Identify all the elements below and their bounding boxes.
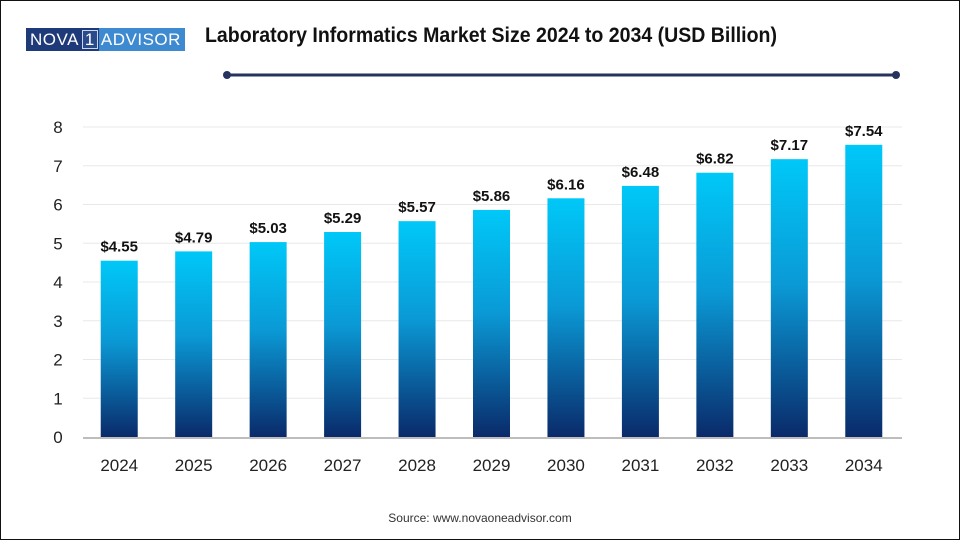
y-tick-label: 7 [53, 157, 62, 176]
x-tick-label: 2030 [547, 456, 585, 475]
y-tick-label: 1 [53, 389, 62, 408]
data-label-2031: $6.48 [622, 164, 660, 181]
title-underline [223, 71, 900, 79]
data-labels: $4.55 $4.79 $5.03 $5.29 $5.57 $5.86 $6.16 $6.48… [100, 123, 883, 256]
x-tick-label: 2026 [249, 456, 287, 475]
bar-2024 [100, 260, 138, 437]
x-tick-label: 2025 [175, 456, 213, 475]
bar-2027 [324, 232, 362, 437]
data-label-2026: $5.03 [249, 220, 287, 237]
underline-dot-right [892, 71, 900, 79]
x-axis-ticks: 2024 2025 2026 2027 2028 2029 2030 2031 2032 2033… [100, 456, 882, 475]
x-tick-label: 2027 [324, 456, 362, 475]
data-label-2024: $4.55 [100, 239, 138, 256]
logo-part-one: 1 [80, 28, 99, 51]
y-tick-label: 2 [53, 351, 62, 370]
bar-2028 [398, 221, 436, 437]
logo-part-one-text: 1 [81, 30, 98, 49]
bars [100, 144, 883, 437]
y-tick-label: 5 [53, 234, 62, 253]
x-tick-label: 2031 [621, 456, 659, 475]
y-tick-label: 6 [53, 196, 62, 215]
x-tick-label: 2028 [398, 456, 436, 475]
x-tick-label: 2024 [100, 456, 138, 475]
data-label-2032: $6.82 [696, 151, 734, 168]
y-tick-label: 3 [53, 312, 62, 331]
nova-one-advisor-logo: NOVA 1 ADVISOR [26, 28, 185, 51]
bar-2033 [770, 159, 808, 437]
bar-2026 [249, 242, 287, 437]
y-tick-label: 4 [53, 273, 62, 292]
bar-2025 [175, 251, 213, 437]
source-note: Source: www.novaoneadvisor.com [388, 511, 572, 525]
x-tick-label: 2029 [473, 456, 511, 475]
y-tick-label: 0 [53, 428, 62, 447]
data-label-2028: $5.57 [398, 199, 436, 216]
bar-2031 [621, 185, 659, 437]
x-tick-label: 2032 [696, 456, 734, 475]
data-label-2030: $6.16 [547, 176, 585, 193]
y-axis-ticks: 0 1 2 3 4 5 6 7 8 [53, 118, 62, 447]
bar-2032 [696, 172, 734, 437]
data-label-2034: $7.54 [845, 123, 883, 140]
data-label-2029: $5.86 [473, 188, 511, 205]
logo-part-advisor: ADVISOR [98, 28, 185, 51]
underline-dot-left [223, 71, 231, 79]
bar-2034 [845, 144, 883, 437]
bar-2029 [473, 209, 510, 437]
data-label-2025: $4.79 [175, 229, 213, 246]
logo-part-nova: NOVA [26, 28, 81, 51]
y-tick-label: 8 [53, 118, 62, 137]
data-label-2027: $5.29 [324, 210, 362, 227]
data-label-2033: $7.17 [771, 137, 809, 154]
chart-title: Laboratory Informatics Market Size 2024 … [205, 24, 777, 47]
bar-2030 [547, 198, 585, 437]
x-tick-label: 2033 [770, 456, 808, 475]
x-tick-label: 2034 [845, 456, 883, 475]
